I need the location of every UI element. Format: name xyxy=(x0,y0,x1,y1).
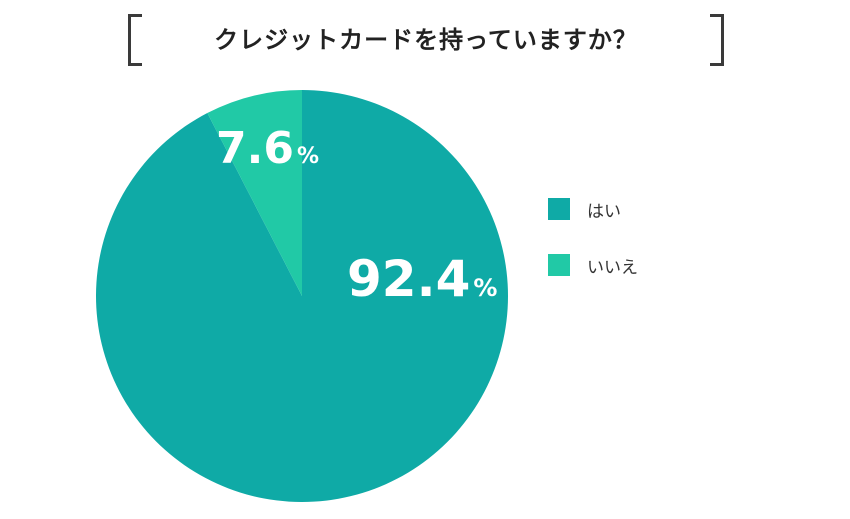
legend-swatch-no xyxy=(548,254,570,276)
legend-item-yes: はい xyxy=(548,196,638,222)
pie-slice-yes xyxy=(95,90,508,503)
slice-label-yes: 92.4% xyxy=(347,250,497,308)
slice-label-no: 7.6% xyxy=(216,123,319,174)
left-bracket xyxy=(128,14,142,66)
chart-title: クレジットカードを持っていますか？ xyxy=(214,26,638,54)
slice-label-no-value: 7.6 xyxy=(216,123,294,174)
slice-label-yes-value: 92.4 xyxy=(347,250,470,308)
chart-legend: はい いいえ xyxy=(548,196,638,308)
chart-title-frame: クレジットカードを持っていますか？ xyxy=(128,14,724,70)
pie-slice-no xyxy=(207,90,302,296)
slice-label-no-unit: % xyxy=(297,144,319,169)
legend-label-yes: はい xyxy=(587,201,621,222)
right-bracket xyxy=(710,14,724,66)
legend-label-no: いいえ xyxy=(587,257,638,278)
legend-item-no: いいえ xyxy=(548,252,638,278)
legend-swatch-yes xyxy=(548,198,570,220)
slice-label-yes-unit: % xyxy=(473,274,497,302)
